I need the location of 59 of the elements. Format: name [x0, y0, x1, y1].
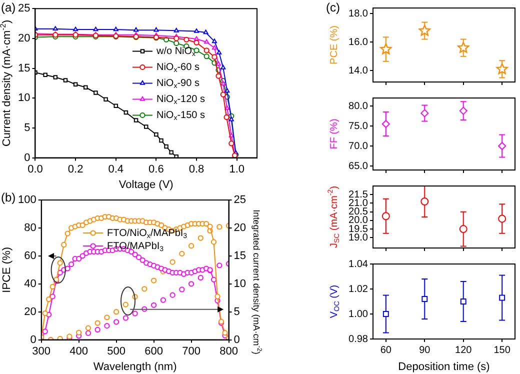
y-tick-label: 20 — [18, 32, 30, 44]
x-tick-label: 60 — [380, 344, 392, 356]
x-tick-label: 800 — [220, 345, 238, 358]
x-tick-label: 400 — [70, 345, 88, 358]
text: (a) — [1, 0, 16, 14]
y-tick-label: 14.0 — [348, 65, 368, 76]
x-axis-title: Voltage (V) — [118, 179, 174, 192]
x-tick-label: 700 — [182, 345, 200, 358]
x-tick-label: 0.8 — [188, 163, 204, 176]
y-tick-label: 40 — [24, 278, 36, 290]
y-tick-label: 15 — [18, 62, 30, 74]
y-tick-label: 80 — [24, 222, 36, 234]
y-tick-label: 25 — [18, 2, 30, 15]
x-axis-title: Wavelength (nm) — [93, 361, 177, 374]
x-tick-label: 120 — [455, 344, 472, 356]
x-tick-label: 150 — [494, 344, 511, 356]
y2-tick-label: 15 — [234, 250, 246, 262]
text: (c) — [326, 0, 340, 14]
x-tick-label: 0.0 — [28, 163, 43, 176]
x-tick-label: 0.4 — [108, 163, 124, 176]
y-axis-title: FF (%) — [328, 118, 340, 150]
y-tick-label: 1.02 — [348, 284, 368, 295]
y-tick-label: 21.0 — [348, 198, 368, 209]
x-tick-label: 0.2 — [68, 163, 84, 176]
y2-tick-label: 5 — [234, 306, 240, 318]
y-tick-label: 65.0 — [348, 160, 368, 172]
y-tick-label: 0.98 — [348, 334, 368, 345]
y2-tick-label: 0 — [234, 334, 240, 346]
y-tick-label: 1.00 — [348, 308, 368, 320]
y-axis-title: PCE (%) — [328, 26, 340, 64]
text: (b) — [1, 190, 16, 204]
y-tick-label: 80.0 — [348, 100, 368, 112]
y2-tick-label: 10 — [234, 278, 246, 290]
y2-tick-label: 20 — [234, 222, 246, 234]
y-tick-label: 0 — [24, 152, 30, 164]
y2-tick-label: 25 — [234, 194, 246, 206]
y-tick-label: 5 — [24, 122, 30, 134]
x-tick-label: 90 — [419, 344, 431, 356]
y-axis-title: IPCE (%) — [1, 246, 14, 293]
x-axis-title: Deposition time (s) — [398, 361, 490, 374]
y-tick-label: 0 — [30, 334, 36, 346]
y-tick-label: 75.0 — [348, 120, 368, 132]
y-tick-label: 19.5 — [348, 224, 368, 235]
y-tick-label: 20.0 — [348, 215, 368, 226]
y-tick-label: 1.04 — [348, 258, 368, 270]
x-tick-label: 600 — [144, 345, 163, 358]
y-tick-label: 21.5 — [348, 189, 368, 200]
y-tick-label: 70.0 — [348, 140, 368, 152]
y-tick-label: 10 — [18, 92, 30, 104]
y-tick-label: 18.0 — [348, 8, 368, 20]
y-tick-label: 20 — [24, 306, 36, 318]
y-tick-label: 60 — [24, 250, 36, 262]
y-tick-label: 100 — [18, 194, 36, 206]
x-tick-label: 500 — [107, 345, 126, 358]
y-tick-label: 16.0 — [348, 36, 368, 48]
x-tick-label: 0.6 — [148, 163, 164, 176]
y-tick-label: 19.0 — [348, 232, 368, 244]
x-tick-label: 1.0 — [229, 163, 244, 176]
x-tick-label: 300 — [32, 345, 51, 358]
